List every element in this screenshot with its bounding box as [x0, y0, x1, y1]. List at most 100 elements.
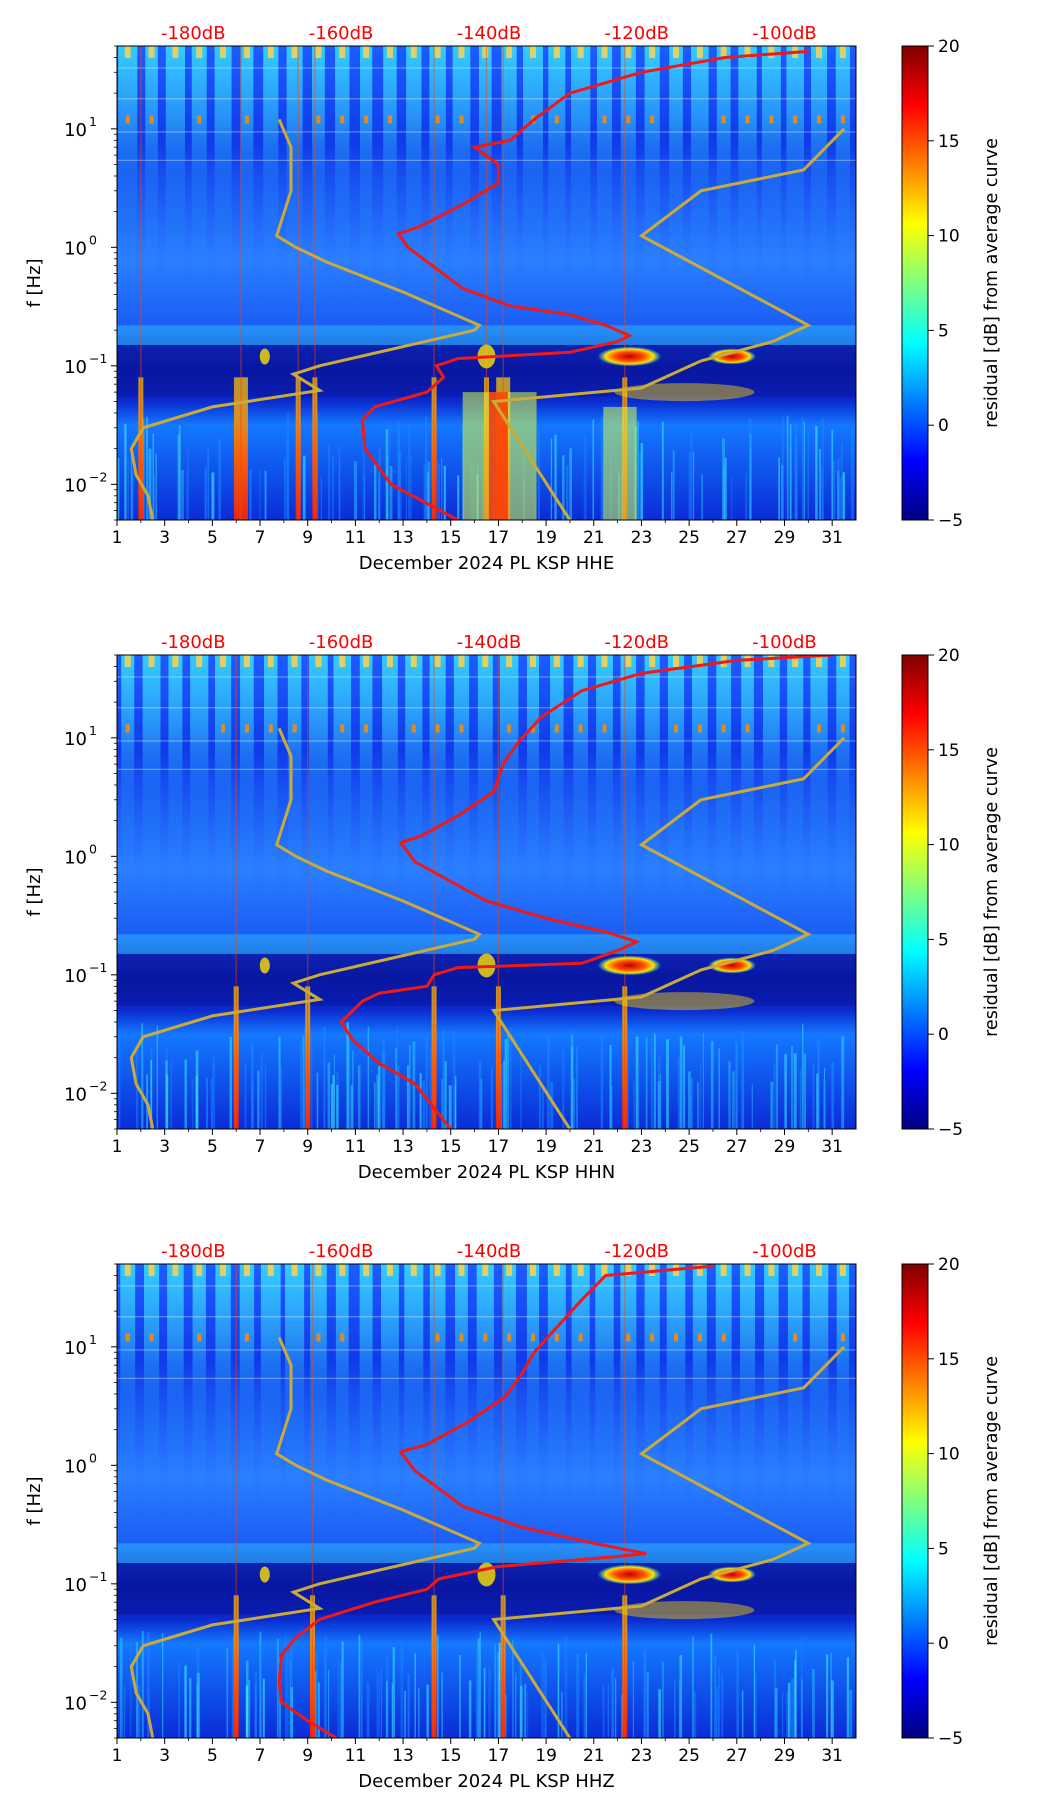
event-stripe: [309, 1595, 315, 1738]
lowfreq-texture: [350, 1085, 353, 1129]
x-tick-label: 1: [112, 1137, 123, 1157]
daily-stripe: [285, 1264, 305, 1520]
daily-stripe: [762, 655, 780, 911]
lowfreq-texture: [129, 1638, 132, 1738]
spectral-line: [117, 740, 856, 742]
lowfreq-texture: [627, 1040, 629, 1129]
lowfreq-texture: [195, 1075, 198, 1129]
lowfreq-texture: [231, 1636, 235, 1738]
spectral-line: [117, 159, 856, 161]
colorbar-tick-label: 15: [938, 132, 960, 152]
lowfreq-texture: [786, 415, 789, 520]
lowfreq-texture: [640, 442, 644, 520]
daily-stripe: [143, 1264, 160, 1520]
lowfreq-texture: [124, 423, 127, 520]
lowfreq-texture: [146, 416, 148, 520]
lowfreq-texture: [724, 457, 727, 520]
y-tick-exponent: 1: [89, 723, 97, 738]
lowfreq-texture: [218, 439, 222, 520]
daily-stripe-top: [267, 655, 274, 667]
daily-stripe: [835, 46, 850, 302]
daily-stripe-top: [243, 46, 250, 58]
lowfreq-texture: [286, 437, 290, 520]
daily-stripe: [214, 655, 232, 911]
daily-stripe: [787, 1264, 803, 1520]
daily-stripe: [452, 46, 471, 302]
lowfreq-texture: [690, 1077, 693, 1129]
low-noise-model-curve: [129, 727, 482, 1129]
daily-stripe-spot: [459, 724, 464, 733]
lowfreq-texture: [850, 429, 854, 520]
lowfreq-texture: [352, 1050, 354, 1129]
lowfreq-texture: [150, 1060, 153, 1129]
microseism-band: [117, 325, 856, 345]
daily-stripe-top: [172, 46, 179, 58]
event-line: [624, 655, 626, 1129]
lowfreq-texture: [357, 1065, 361, 1129]
lowfreq-texture: [141, 1631, 144, 1738]
daily-stripe-top: [673, 46, 680, 58]
y-tick-label: 10: [64, 357, 87, 378]
lowfreq-texture: [284, 457, 286, 520]
lowfreq-texture: [404, 1690, 406, 1738]
daily-stripe-top: [506, 655, 513, 667]
y-tick-exponent: 0: [89, 232, 97, 247]
lowfreq-texture: [323, 1026, 326, 1129]
lowfreq-texture: [257, 1070, 260, 1129]
daily-stripe-top: [553, 655, 560, 667]
daily-stripe: [620, 655, 637, 911]
lowfreq-texture: [699, 1063, 702, 1129]
daily-stripe-spot: [435, 724, 440, 733]
lowfreq-texture: [541, 1085, 544, 1129]
lowfreq-texture: [380, 1667, 382, 1738]
lowfreq-texture: [367, 1026, 370, 1129]
lowfreq-texture: [745, 473, 748, 520]
lowfreq-texture: [327, 1670, 330, 1738]
y-tick-exponent: 0: [89, 841, 97, 856]
daily-stripe: [429, 655, 446, 911]
x-tick-label: 25: [678, 1746, 700, 1766]
lowfreq-texture: [455, 1076, 457, 1129]
lowfreq-texture: [778, 457, 781, 520]
daily-stripe: [191, 46, 207, 302]
lowfreq-texture: [264, 1064, 267, 1129]
lowfreq-texture: [592, 419, 595, 520]
daily-stripe: [573, 655, 589, 911]
lowfreq-texture: [426, 1684, 429, 1738]
lowfreq-texture: [378, 448, 381, 520]
daily-stripe-spot: [554, 1333, 559, 1342]
colorbar-tick-label: 20: [938, 37, 960, 57]
lowfreq-texture: [679, 1655, 683, 1738]
storm-glow: [614, 1601, 755, 1620]
lowfreq-texture: [426, 472, 430, 520]
lowfreq-texture: [782, 416, 784, 520]
lowfreq-texture: [688, 453, 691, 520]
lowfreq-texture: [324, 1636, 328, 1738]
event-stripe: [431, 986, 437, 1129]
top-db-label: -180dB: [161, 23, 226, 44]
daily-stripe-spot: [221, 724, 226, 733]
daily-stripe-top: [363, 655, 370, 667]
event-line: [433, 1264, 435, 1738]
daily-stripe: [666, 1264, 686, 1520]
top-db-label: -120dB: [604, 1241, 669, 1262]
lowfreq-texture: [637, 1066, 640, 1129]
lowfreq-texture: [184, 1666, 187, 1738]
colorbar-label: residual [dB] from average curve: [982, 138, 1002, 428]
lowfreq-texture: [480, 1078, 483, 1129]
y-tick-label: 10: [64, 1338, 87, 1359]
lowfreq-texture: [408, 423, 411, 520]
daily-stripe-top: [339, 46, 346, 58]
lowfreq-texture: [512, 1639, 514, 1738]
lowfreq-texture: [654, 1035, 656, 1129]
lowfreq-texture: [571, 1046, 574, 1129]
lowfreq-texture: [749, 434, 752, 520]
daily-stripe: [215, 1264, 231, 1520]
x-tick-label: 17: [488, 528, 510, 548]
lowfreq-texture: [385, 1655, 389, 1738]
lowfreq-texture: [498, 1680, 502, 1738]
daily-stripe: [738, 46, 757, 302]
lowfreq-texture: [442, 1030, 445, 1129]
daily-stripe: [741, 655, 754, 911]
